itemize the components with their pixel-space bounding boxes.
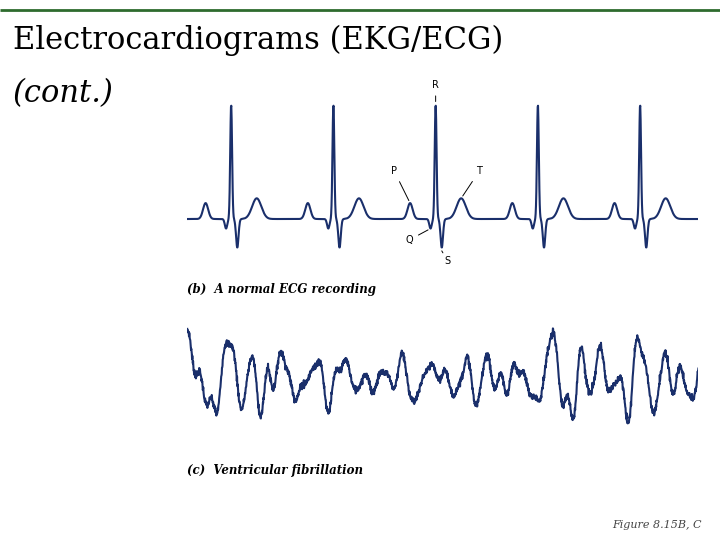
Text: (c)  Ventricular fibrillation: (c) Ventricular fibrillation: [187, 464, 363, 477]
Text: T: T: [463, 166, 482, 196]
Text: (b)  A normal ECG recording: (b) A normal ECG recording: [187, 284, 377, 296]
Text: (cont.): (cont.): [13, 78, 114, 109]
Text: P: P: [392, 166, 409, 200]
Text: Figure 8.15B, C: Figure 8.15B, C: [613, 520, 702, 530]
Text: Electrocardiograms (EKG/ECG): Electrocardiograms (EKG/ECG): [13, 24, 503, 56]
Text: S: S: [442, 251, 451, 266]
Text: R: R: [432, 80, 439, 102]
Text: Q: Q: [405, 230, 428, 245]
